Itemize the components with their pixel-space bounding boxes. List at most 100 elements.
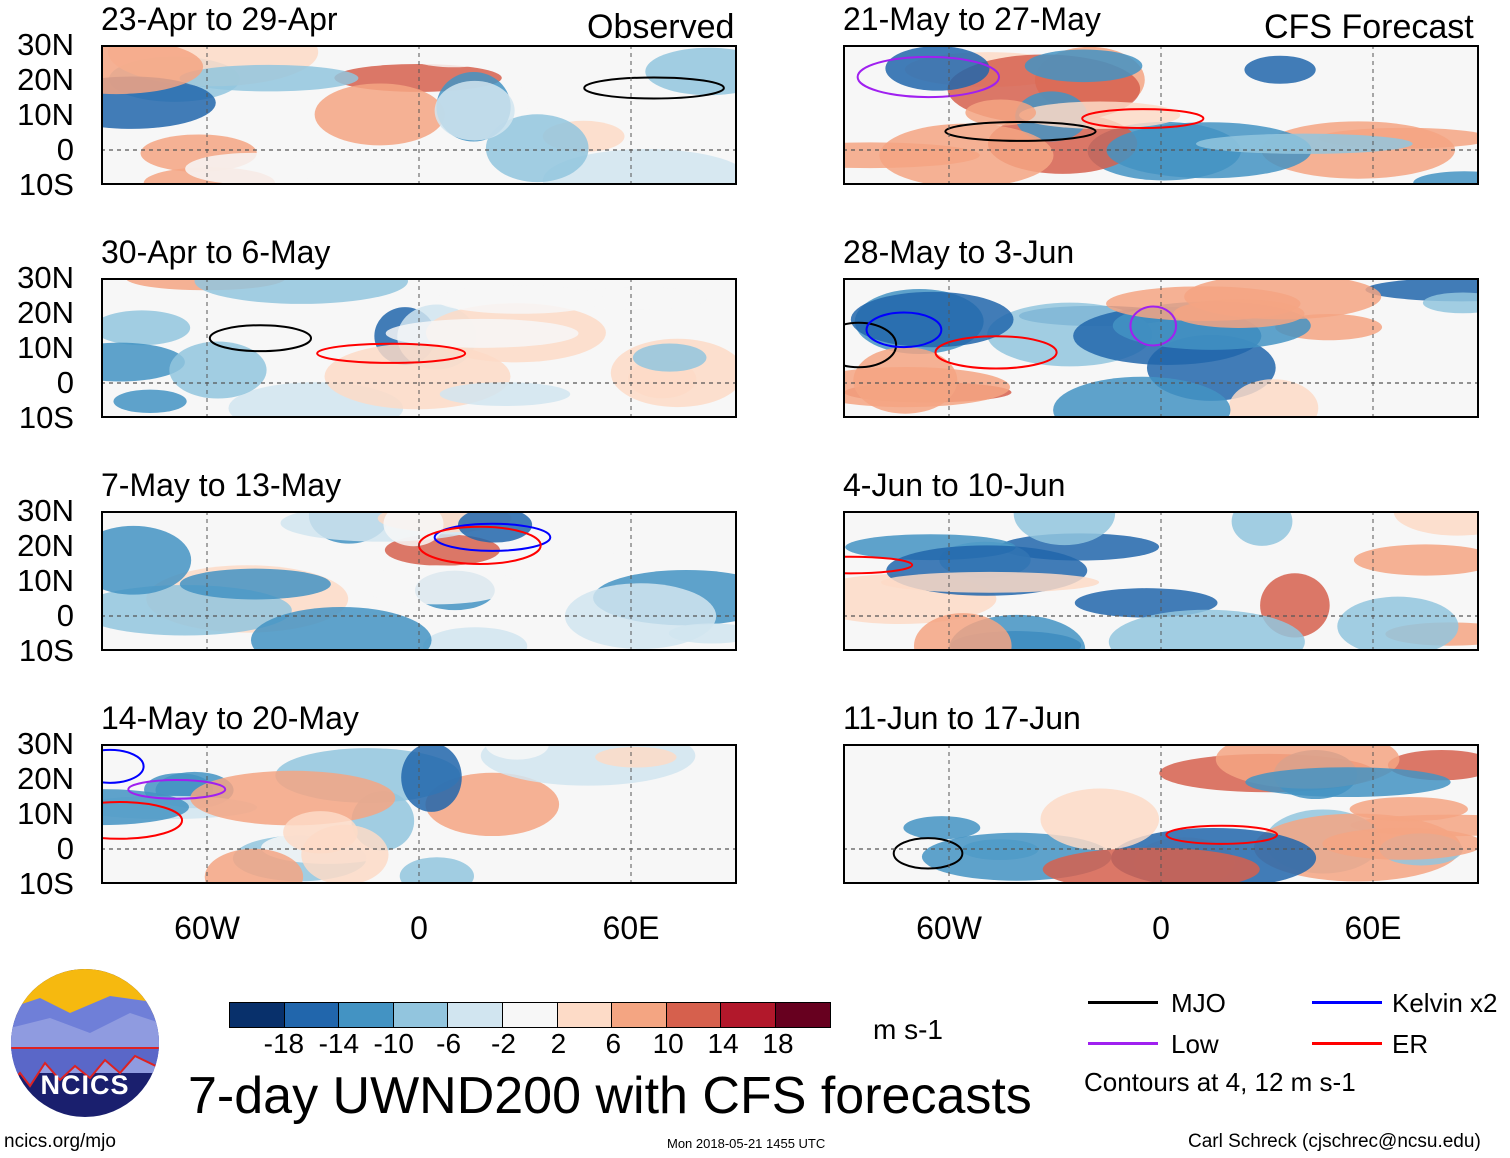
lat-tick-label: 20N (17, 295, 74, 330)
legend-kelvin: Kelvin x2 (1392, 988, 1498, 1018)
colorbar (229, 1002, 831, 1028)
lat-tick-label: 30N (17, 493, 74, 528)
lon-tick-label: 60W (174, 910, 240, 946)
colorbar-swatch (721, 1003, 776, 1027)
panel-title-observed-2: 30-Apr to 6-May (101, 234, 331, 270)
wind-anomaly-region (101, 45, 204, 95)
footer-timestamp: Mon 2018-05-21 1455 UTC (667, 1136, 826, 1151)
lat-tick-label: 30N (17, 27, 74, 62)
lat-tick-label: 10N (17, 796, 74, 831)
wind-anomaly-region (879, 123, 1054, 185)
lat-tick-label: 20N (17, 62, 74, 97)
map-panel-forecast-1 (843, 45, 1479, 185)
wind-anomaly-region (434, 80, 515, 141)
colorbar-label: -2 (491, 1028, 516, 1059)
map-frame (101, 278, 737, 418)
lat-tick-label: 0 (56, 132, 74, 167)
wind-anomaly-region (1173, 299, 1305, 328)
contour-er (934, 335, 1058, 370)
map-frame (101, 744, 737, 884)
wind-anomaly-region (485, 114, 589, 183)
contour-low (856, 55, 1001, 99)
svg-text:NCICS: NCICS (40, 1070, 129, 1100)
map-frame (843, 45, 1479, 185)
wind-anomaly-region (965, 99, 1037, 126)
colorbar-label: -14 (318, 1028, 360, 1059)
map-frame (101, 511, 737, 651)
map-panel-observed-4 (101, 744, 737, 884)
contour-er (101, 800, 184, 840)
contour-er (1081, 108, 1205, 129)
wind-anomaly-region (101, 525, 192, 595)
panel-title-observed-4: 14-May to 20-May (101, 700, 359, 736)
wind-anomaly-region (185, 152, 321, 185)
lat-tick-label: 20N (17, 528, 74, 563)
wind-anomaly-region (1013, 511, 1116, 546)
wind-anomaly-region (567, 287, 707, 310)
wind-anomaly-region (423, 627, 528, 651)
wind-anomaly-region (1349, 797, 1468, 822)
footer-url[interactable]: ncics.org/mjo (4, 1131, 116, 1152)
wind-anomaly-region (1042, 847, 1260, 884)
panel-title-forecast-3: 4-Jun to 10-Jun (843, 467, 1066, 503)
map-frame (101, 45, 737, 185)
contour-er (843, 555, 914, 575)
wind-anomaly-region (1231, 511, 1293, 546)
wind-anomaly-region (1245, 767, 1451, 798)
map-panel-observed-1 (101, 45, 737, 185)
contour-kelvin (101, 748, 145, 784)
footer-credit: Carl Schreck (cjschrec@ncsu.edu) (1188, 1131, 1481, 1152)
contour-low (127, 778, 227, 800)
contour-note: Contours at 4, 12 m s-1 (1084, 1067, 1356, 1097)
wind-anomaly-region (843, 366, 1010, 408)
contour-er (1165, 824, 1279, 845)
lat-tick-label: 20N (17, 761, 74, 796)
colorbar-units: m s-1 (873, 1014, 943, 1045)
colorbar-label: 18 (762, 1028, 794, 1059)
lat-tick-label: 0 (56, 598, 74, 633)
colorbar-swatch (775, 1003, 830, 1027)
wind-anomaly-region (542, 149, 737, 185)
wind-anomaly-region (204, 848, 304, 884)
wind-anomaly-region (1322, 827, 1479, 860)
lat-tick-label: 30N (17, 260, 74, 295)
lat-tick-label: 10N (17, 330, 74, 365)
observed-label: Observed (587, 8, 735, 46)
wind-anomaly-region (1228, 379, 1319, 418)
contour-mjo (208, 324, 313, 353)
wind-anomaly-region (1422, 292, 1479, 314)
map-frame (843, 744, 1479, 884)
wind-anomaly-region (357, 565, 516, 605)
lat-tick-label: 30N (17, 726, 74, 761)
wind-anomaly-region (1074, 588, 1218, 618)
colorbar-label: 10 (652, 1028, 684, 1059)
lon-tick-label: 60E (1344, 910, 1402, 946)
wind-anomaly-region (485, 744, 549, 760)
wind-anomaly-region (435, 285, 605, 314)
figure-title: 7-day UWND200 with CFS forecasts (188, 1067, 1032, 1125)
legend-mjo: MJO (1171, 988, 1226, 1018)
wind-anomaly-region (439, 382, 571, 407)
legend-line-er (1312, 1042, 1382, 1045)
map-panel-observed-2 (101, 278, 737, 418)
panel-title-forecast-1: 21-May to 27-May (843, 1, 1101, 37)
wind-anomaly-region (1024, 49, 1143, 83)
wind-anomaly-region (913, 613, 1012, 651)
lat-tick-label: 10N (17, 97, 74, 132)
panel-title-observed-1: 23-Apr to 29-Apr (101, 1, 338, 37)
colorbar-label: -10 (373, 1028, 414, 1059)
map-panel-forecast-3 (843, 511, 1479, 651)
legend-er: ER (1392, 1029, 1429, 1059)
lat-tick-label: 10S (18, 633, 74, 668)
colorbar-swatch (666, 1003, 722, 1027)
wind-anomaly-region (1040, 788, 1160, 851)
wind-anomaly-region (397, 45, 510, 68)
wind-anomaly-region (179, 568, 331, 600)
map-frame (843, 511, 1479, 651)
colorbar-label: 6 (605, 1028, 622, 1059)
wind-anomaly-region (314, 83, 445, 146)
lon-tick-label: 60W (916, 910, 982, 946)
contour-mjo (583, 76, 725, 100)
wind-anomaly-region (1108, 609, 1305, 651)
